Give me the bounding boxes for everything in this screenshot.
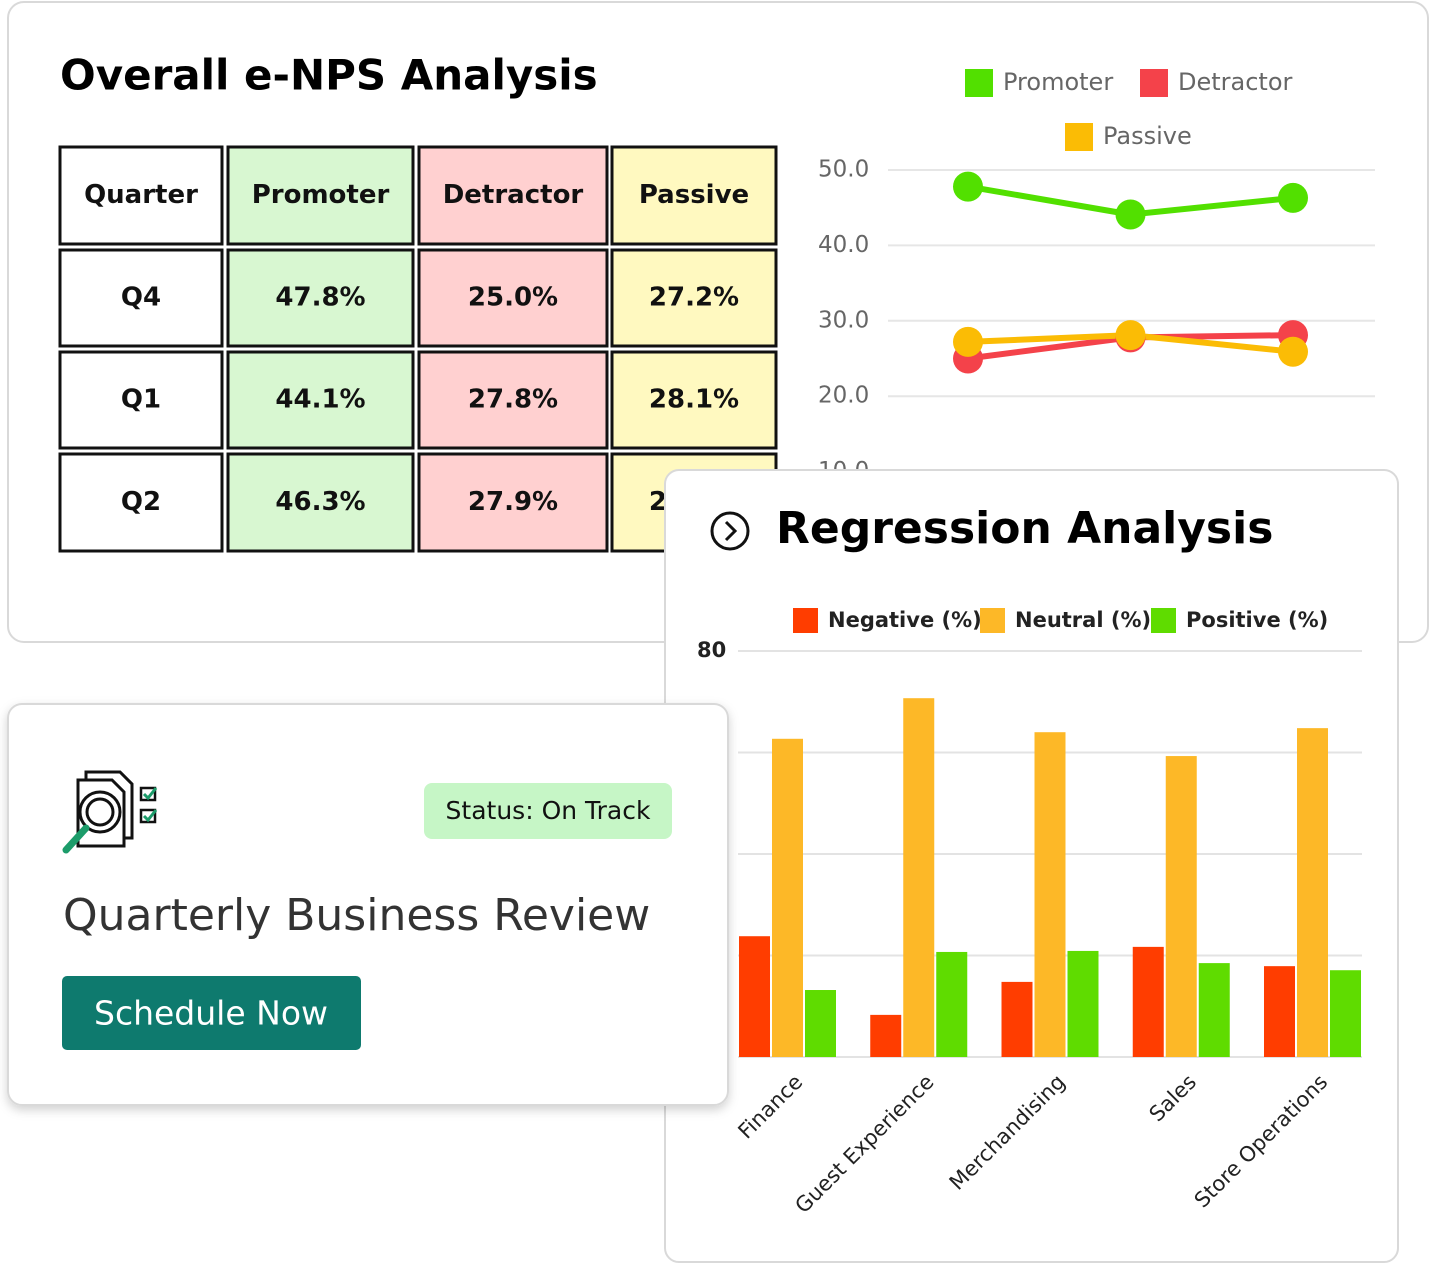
y-tick-label: 50.0 (818, 157, 869, 183)
table-header: Passive (639, 180, 749, 210)
bar (772, 738, 803, 1057)
legend-label: Neutral (%) (1015, 608, 1151, 632)
table-cell (610, 248, 778, 348)
bar (739, 936, 770, 1057)
enps-card: Overall e-NPS Analysis Quarter Promoter De… (7, 1, 1429, 643)
point (953, 171, 983, 202)
bar (1067, 950, 1099, 1057)
table-header: Quarter (84, 180, 198, 210)
legend-label: Passive (1103, 122, 1192, 150)
legend-swatch (980, 608, 1005, 633)
legend-label: Positive (%) (1186, 608, 1328, 632)
y-tick-label: 40.0 (818, 232, 869, 258)
bar (936, 951, 968, 1057)
point (1115, 320, 1146, 351)
schedule-button[interactable] (62, 976, 361, 1050)
legend-swatch (1140, 69, 1168, 97)
point (1278, 336, 1308, 367)
point (1115, 199, 1146, 230)
y-tick-label: 80 (697, 638, 726, 662)
table-cell (610, 350, 778, 450)
table-value: 25.0% (468, 283, 558, 313)
bar (903, 698, 935, 1057)
table-value: 47.8% (275, 283, 365, 313)
table-cell (417, 350, 609, 450)
legend-label: Negative (%) (828, 608, 982, 632)
table-cell (58, 350, 224, 450)
bar (1132, 946, 1164, 1057)
table-cell (417, 248, 609, 348)
table-cell (417, 452, 609, 553)
table-value: 27.2% (649, 283, 739, 313)
bar (1165, 756, 1197, 1057)
table-value: Q4 (121, 283, 161, 313)
bar (1001, 981, 1033, 1057)
legend-swatch (1151, 608, 1176, 633)
table-cell (58, 452, 224, 553)
y-tick-label: 20.0 (818, 383, 869, 409)
bar (1330, 970, 1361, 1057)
status-badge (424, 783, 672, 839)
table-cell (58, 145, 224, 246)
review-title: Quarterly Business Review (63, 890, 650, 941)
table-cell (58, 248, 224, 348)
y-tick-label: 30.0 (818, 307, 869, 333)
bar (805, 990, 836, 1057)
review-card: Status: On Track Quarterly Business Revi… (7, 703, 729, 1106)
bar (870, 1014, 902, 1057)
legend-label: Promoter (1003, 68, 1113, 96)
status-text: Status: On Track (446, 796, 651, 825)
table-header: Detractor (443, 180, 584, 210)
bar (1198, 963, 1230, 1057)
point (1278, 182, 1308, 213)
table-value: Q2 (121, 487, 161, 517)
table-cell (226, 248, 415, 348)
card-title: Regression Analysis (776, 503, 1273, 554)
bar (1264, 966, 1295, 1057)
card-title: Overall e-NPS Analysis (60, 51, 598, 100)
icon (710, 511, 750, 551)
bar (1297, 728, 1328, 1057)
table-cell (226, 350, 415, 450)
legend-swatch (1065, 123, 1093, 151)
legend-label: Detractor (1178, 68, 1293, 96)
table-cell (610, 145, 778, 246)
bar (1034, 732, 1066, 1057)
table-value: 46.3% (275, 487, 365, 517)
table-cell (226, 145, 415, 246)
table-cell (226, 452, 415, 553)
table-value: 27.9% (468, 487, 558, 517)
table-value: Q1 (121, 385, 161, 415)
regression-card: Regression Analysis 80 Negative (%) Neutra… (664, 469, 1399, 1263)
legend-swatch (793, 608, 818, 633)
icon (724, 520, 738, 542)
legend-swatch (965, 69, 993, 97)
table-value: 28.1% (649, 385, 739, 415)
table-cell (417, 145, 609, 246)
point (953, 326, 983, 357)
table-value: 27.8% (468, 385, 558, 415)
review-icon (62, 770, 158, 854)
table-value: 44.1% (275, 385, 365, 415)
button-label[interactable]: Schedule Now (94, 994, 328, 1033)
table-header: Promoter (252, 180, 390, 210)
